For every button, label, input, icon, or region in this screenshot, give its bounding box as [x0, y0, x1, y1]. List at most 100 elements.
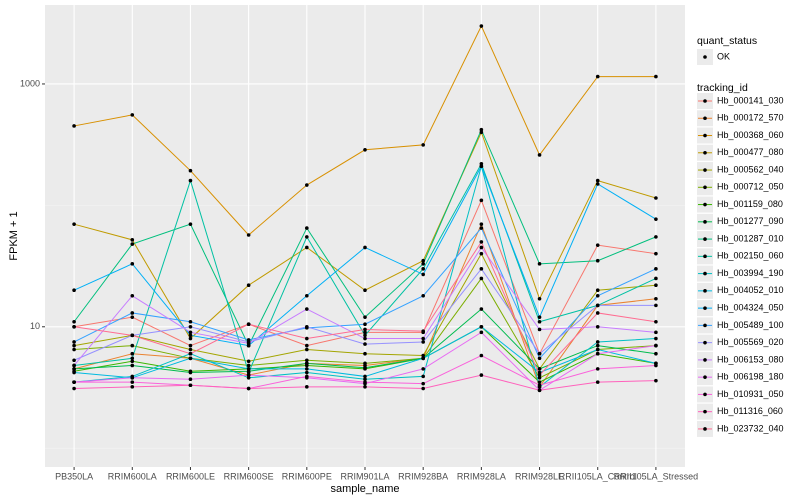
data-point [246, 283, 251, 288]
data-point [363, 377, 367, 382]
legend-point [703, 116, 707, 121]
x-tick-label: RRIM600PE [282, 471, 332, 481]
data-point [305, 183, 309, 187]
data-point [654, 363, 658, 368]
data-point [130, 293, 135, 298]
data-point [537, 356, 542, 361]
data-point [305, 347, 309, 352]
data-point [479, 267, 484, 271]
y-tick-label: 10 [30, 321, 40, 331]
legend-point [703, 220, 707, 224]
data-point [305, 245, 309, 250]
legend-point [703, 306, 707, 310]
data-point [479, 127, 484, 132]
data-point [479, 198, 484, 203]
data-point [363, 380, 367, 384]
data-point [130, 113, 135, 117]
data-point [654, 336, 658, 341]
data-point [654, 303, 658, 308]
legend-label: Hb_004052_010 [717, 285, 784, 295]
data-point [363, 342, 367, 346]
data-point [72, 319, 76, 324]
data-point [654, 351, 658, 356]
data-point [305, 361, 309, 366]
data-point [421, 262, 425, 266]
data-point [479, 330, 484, 335]
data-point [72, 358, 76, 363]
y-tick-label: 1000 [20, 78, 40, 88]
data-point [130, 376, 135, 380]
data-point [363, 385, 367, 389]
data-point [130, 385, 135, 389]
data-point [479, 307, 484, 311]
data-point [421, 386, 425, 391]
data-point [479, 353, 484, 358]
data-point [363, 327, 367, 332]
data-point [72, 367, 76, 371]
data-point [305, 343, 309, 348]
data-point [363, 330, 367, 335]
x-tick-label: RRIM928LE [515, 471, 564, 481]
data-point [537, 370, 542, 375]
data-point [363, 365, 367, 370]
data-point [246, 373, 251, 377]
data-point [72, 340, 76, 344]
data-point [595, 243, 600, 247]
data-point [72, 324, 76, 329]
data-point [305, 226, 309, 230]
data-point [595, 351, 600, 356]
data-point [421, 340, 425, 344]
data-point [537, 388, 542, 393]
data-point [246, 370, 251, 375]
data-point [363, 351, 367, 356]
legend-label: Hb_005489_100 [717, 320, 784, 330]
data-point [130, 238, 135, 242]
x-tick-label: RRIM928LA [457, 471, 506, 481]
data-point [188, 330, 193, 335]
x-tick-label: RRIM928BA [398, 471, 448, 481]
legend-label: Hb_001277_090 [717, 216, 784, 226]
data-point [188, 370, 193, 375]
data-point [595, 293, 600, 298]
data-point [130, 311, 135, 315]
data-point [363, 361, 367, 366]
data-point [305, 324, 309, 329]
data-point [537, 351, 542, 356]
data-point [72, 124, 76, 128]
data-point [188, 222, 193, 226]
data-point [130, 363, 135, 368]
data-point [537, 367, 542, 371]
legend-label: Hb_023732_040 [717, 423, 784, 433]
data-point [654, 297, 658, 301]
data-point [654, 251, 658, 256]
x-tick-label: RRIM600LA [108, 471, 157, 481]
legend-point [703, 133, 707, 138]
data-point [654, 319, 658, 324]
legend-label: Hb_004324_050 [717, 302, 784, 312]
data-point [654, 330, 658, 335]
data-point [188, 343, 193, 348]
legend-label: Hb_000712_050 [717, 182, 784, 192]
data-point [130, 262, 135, 266]
data-point [479, 226, 484, 230]
x-tick-label: RRII105LA_Control [559, 471, 637, 481]
data-point [188, 383, 193, 388]
data-point [130, 351, 135, 356]
legend-point [703, 185, 707, 190]
data-point [421, 356, 425, 361]
data-point [246, 233, 251, 237]
data-point [479, 276, 484, 281]
data-point [421, 381, 425, 386]
legend-point [703, 202, 707, 207]
data-point [537, 297, 542, 301]
data-point [246, 386, 251, 391]
data-point [188, 168, 193, 173]
data-point [246, 367, 251, 371]
legend-label: Hb_000562_040 [717, 164, 784, 174]
data-point [363, 322, 367, 327]
data-point [246, 341, 251, 346]
legend-label: Hb_002150_060 [717, 251, 784, 261]
data-point [654, 217, 658, 221]
legend-point [703, 150, 707, 155]
legend-label: Hb_011316_060 [717, 406, 783, 416]
